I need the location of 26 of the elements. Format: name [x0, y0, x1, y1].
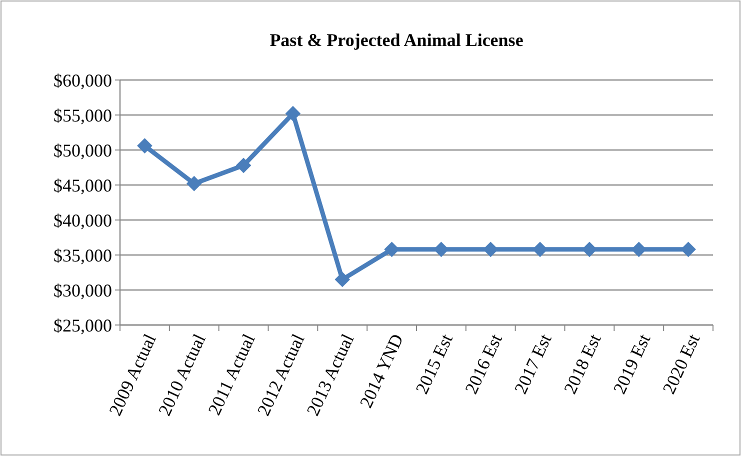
x-tick-label: 2020 Est — [658, 330, 704, 397]
x-tick-label: 2016 Est — [460, 330, 506, 397]
point — [334, 272, 350, 288]
y-tick-label: $60,000 — [54, 70, 112, 90]
point — [532, 242, 548, 258]
point — [680, 242, 696, 258]
y-tick-label: $35,000 — [54, 245, 112, 266]
x-tick-label: 2019 Est — [609, 330, 654, 397]
y-tick-label: $55,000 — [54, 105, 112, 126]
chart-title: Past & Projected Animal License — [270, 30, 524, 50]
point — [582, 242, 598, 258]
y-tick-label: $30,000 — [54, 280, 112, 300]
point — [186, 176, 202, 192]
x-tick-label: 2011 Actual — [204, 330, 259, 418]
x-tick-label: 2014 YND — [356, 330, 408, 411]
y-tick-label: $50,000 — [54, 140, 112, 160]
x-tick-label: 2015 Est — [412, 330, 457, 397]
y-tick-label: $40,000 — [54, 210, 112, 230]
point — [434, 242, 449, 258]
x-tick-label: 2017 Est — [510, 330, 556, 397]
point — [285, 106, 301, 122]
point — [236, 158, 252, 174]
x-tick-label: 2018 Est — [560, 330, 605, 397]
point — [384, 242, 400, 258]
point — [137, 138, 152, 154]
y-tick-label: $45,000 — [54, 175, 112, 196]
